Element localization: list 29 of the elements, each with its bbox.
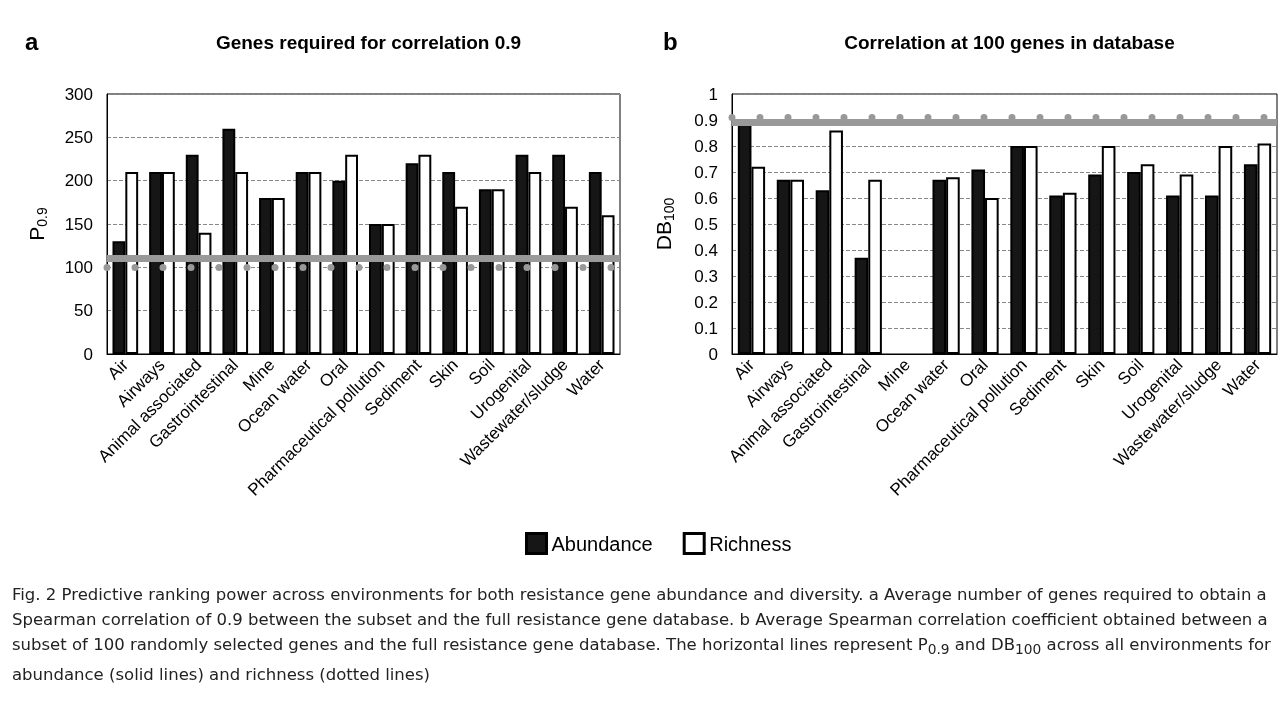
y-axis-title: DB100 xyxy=(651,197,677,251)
y-tick-label: 100 xyxy=(64,257,93,277)
y-tick-label: 300 xyxy=(64,84,93,104)
chart-title: Correlation at 100 genes in database xyxy=(844,32,1175,53)
text: Fig. 2 Predictive ranking power across environments for both resistance gene abundance and diversity. a Average number of genes required to obtain a Spearman correlation of 0.9 between the subset and the full resistance gene database. b Average Spearman correlation coefficient obtained between a subset of 100 randomly selected genes and the full resistance gene database. The horizontal lines represent P$_{0.9}$ and DB$_{100}$ across all environments for abundance (solid lines) and richness (dotted lines) xyxy=(12,585,1271,685)
text: a xyxy=(25,27,39,55)
y-tick-label: 200 xyxy=(64,171,93,191)
y-tick-label: 0.6 xyxy=(694,188,718,208)
y-tick-label: 250 xyxy=(64,127,93,147)
y-tick-label: 0.7 xyxy=(694,162,718,182)
text: b xyxy=(663,27,678,55)
y-tick-label: 0.3 xyxy=(694,266,718,286)
y-tick-label: 0.8 xyxy=(694,136,718,156)
chart-title: Genes required for correlation 0.9 xyxy=(215,32,522,53)
y-tick-label: 0.2 xyxy=(694,292,718,312)
legend-label: Abundance xyxy=(551,532,653,555)
y-tick-label: 0.5 xyxy=(694,214,718,234)
y-tick-label: 0 xyxy=(83,344,93,364)
x-tick-label: Skin xyxy=(425,355,462,393)
y-tick-label: 1 xyxy=(708,84,718,104)
y-tick-label: 50 xyxy=(74,301,93,321)
y-tick-label: 0.9 xyxy=(694,110,718,130)
y-tick-label: 0 xyxy=(708,344,718,364)
y-tick-label: 0.1 xyxy=(694,318,718,338)
legend-label: Richness xyxy=(709,532,792,555)
y-axis-title: P0.9 xyxy=(24,207,50,241)
y-tick-label: 0.4 xyxy=(694,240,718,260)
y-tick-label: 150 xyxy=(64,214,93,234)
x-tick-label: Skin xyxy=(1071,355,1109,393)
